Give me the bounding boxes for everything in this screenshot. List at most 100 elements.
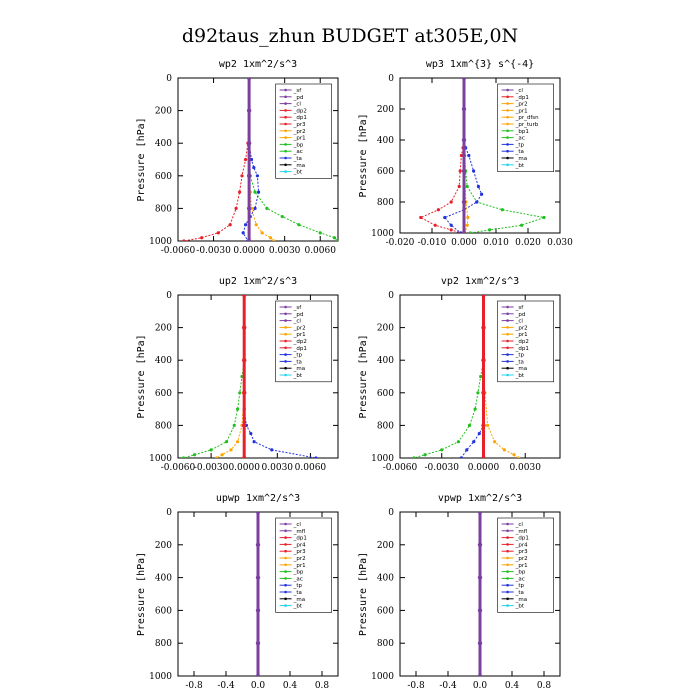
series-point xyxy=(255,575,261,580)
series-point xyxy=(461,230,467,233)
series-point xyxy=(465,184,469,189)
panel-title: vpwp 1xm^2/s^3 xyxy=(438,493,522,504)
x-tick-label: -0.8 xyxy=(407,681,425,691)
legend-marker xyxy=(284,353,287,356)
series-point xyxy=(272,239,276,241)
legend-entry: _pr2 xyxy=(515,325,528,331)
series-point xyxy=(255,673,261,676)
series-point xyxy=(332,236,337,240)
series-line-tp xyxy=(243,295,316,458)
x-tick-label: -0.0030 xyxy=(424,463,459,473)
series-point xyxy=(457,184,461,189)
series-point xyxy=(481,295,486,298)
series-point xyxy=(461,168,467,174)
series-point xyxy=(181,456,186,458)
y-tick-label: 400 xyxy=(155,574,172,584)
series-point xyxy=(461,137,467,143)
series-line-tp xyxy=(460,295,484,458)
legend-entry: _pr_dfsn xyxy=(515,115,540,121)
series-point xyxy=(440,448,444,452)
series-point xyxy=(481,423,486,428)
y-tick-label: 200 xyxy=(377,105,394,115)
legend-entry: _sf xyxy=(515,305,525,311)
legend-marker xyxy=(284,88,287,92)
series-point xyxy=(246,206,252,211)
panel-title: upwp 1xm^2/s^3 xyxy=(216,493,300,504)
panel-title: wp2 1xm^2/s^3 xyxy=(219,59,297,70)
y-tick-label: 0 xyxy=(388,508,394,518)
y-tick-label: 400 xyxy=(155,356,172,366)
x-tick-label: -0.0030 xyxy=(194,463,229,473)
legend-entry: _pd xyxy=(515,312,526,318)
legend-entry: _dp1 xyxy=(515,95,529,101)
series-point xyxy=(468,231,472,233)
plot-frame xyxy=(177,294,339,459)
series-point xyxy=(465,223,469,227)
legend-marker xyxy=(506,319,509,322)
legend-entry: _pr2 xyxy=(293,556,306,562)
y-axis-label: Pressure [hPa] xyxy=(136,117,147,201)
x-tick-label: 0.0000 xyxy=(468,463,500,473)
y-tick-label: 800 xyxy=(377,639,394,649)
series-point xyxy=(318,231,322,235)
legend-entry: _ac xyxy=(293,576,303,582)
legend-marker xyxy=(284,556,287,560)
legend-entry: _dp2 xyxy=(293,339,307,345)
series-point xyxy=(423,453,427,457)
series-point xyxy=(456,440,461,444)
legend-marker xyxy=(506,88,509,92)
legend-entry: _ma xyxy=(515,366,527,372)
series-point xyxy=(475,200,479,204)
legend-marker xyxy=(506,590,509,594)
legend-marker xyxy=(284,577,287,580)
x-tick-label: 0.8 xyxy=(537,681,552,691)
figure-title: d92taus_zhun BUDGET at305E,0N xyxy=(182,25,518,47)
legend-marker xyxy=(506,109,509,112)
series-point xyxy=(243,223,248,227)
series-point xyxy=(252,166,256,170)
legend-marker xyxy=(506,332,509,336)
series-line-ac xyxy=(443,78,483,233)
series-point xyxy=(449,228,453,232)
series-point xyxy=(246,108,252,113)
legend-entry: _ma xyxy=(293,597,305,603)
legend-marker xyxy=(284,122,287,126)
y-tick-label: 800 xyxy=(377,421,394,431)
y-tick-label: 200 xyxy=(377,541,394,551)
legend-marker xyxy=(506,163,509,167)
series-point xyxy=(458,169,462,173)
series-point xyxy=(243,157,248,162)
legend-entry: _mfl xyxy=(515,529,528,535)
y-tick-label: 0 xyxy=(388,291,394,301)
legend-marker xyxy=(284,339,287,343)
legend-entry: _ma xyxy=(293,163,305,169)
x-tick-label: 0.0000 xyxy=(233,246,265,256)
series-point xyxy=(516,456,520,458)
series-point xyxy=(255,608,261,613)
series-point xyxy=(449,223,453,227)
series-point xyxy=(459,231,463,233)
plot-frame xyxy=(177,77,339,242)
series-point xyxy=(255,542,261,547)
legend-entry: _dp2 xyxy=(515,339,529,345)
legend-entry: _dp1 xyxy=(515,346,529,352)
legend-marker xyxy=(506,156,509,160)
legend-entry: _ac xyxy=(515,576,525,582)
series-point xyxy=(481,455,486,458)
series-point xyxy=(246,141,252,146)
series-group xyxy=(419,78,546,233)
legend-marker xyxy=(506,529,509,533)
legend-marker xyxy=(506,102,509,105)
x-tick-label: 0.0030 xyxy=(262,463,294,473)
series-point xyxy=(465,448,469,452)
series-point xyxy=(480,192,484,196)
y-tick-label: 800 xyxy=(155,421,172,431)
series-point xyxy=(520,223,524,227)
legend-marker xyxy=(506,353,509,356)
y-tick-label: 0 xyxy=(166,291,172,301)
plot-frame xyxy=(399,294,561,459)
series-point xyxy=(242,390,247,395)
legend-marker xyxy=(506,577,509,580)
series-point xyxy=(265,206,269,210)
series-point xyxy=(477,673,483,676)
